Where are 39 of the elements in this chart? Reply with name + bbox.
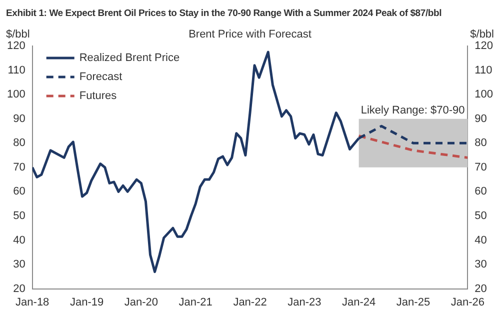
y2-tick-label: 80 <box>474 137 487 150</box>
y-tick-label: 80 <box>13 137 26 150</box>
band-label: Likely Range: $70-90 <box>360 104 465 116</box>
legend-label: Forecast <box>79 71 122 84</box>
x-tick-label: Jan-18 <box>16 296 50 308</box>
x-tick-label: Jan-24 <box>342 296 376 308</box>
x-tick-label: Jan-20 <box>124 296 158 308</box>
y2-axis-title: $/bbl <box>470 28 494 41</box>
y-tick-label: 100 <box>6 88 26 101</box>
x-tick-label: Jan-25 <box>396 296 430 308</box>
x-tick-label: Jan-19 <box>70 296 104 308</box>
y-tick-label: 40 <box>13 234 26 246</box>
x-tick-label: Jan-21 <box>178 296 212 308</box>
y-tick-label: 70 <box>13 161 26 174</box>
y-axis-title: $/bbl <box>6 28 30 41</box>
y2-tick-label: 90 <box>474 112 487 125</box>
y-tick-label: 110 <box>8 64 26 76</box>
y-tick-label: 50 <box>13 210 26 222</box>
y2-tick-label: 30 <box>474 258 487 271</box>
y2-tick-label: 20 <box>474 282 487 295</box>
y2-tick-label: 70 <box>474 161 487 174</box>
y-tick-label: 20 <box>13 282 26 295</box>
y-tick-label: 90 <box>13 112 26 125</box>
y2-tick-label: 50 <box>474 210 487 222</box>
y2-tick-label: 60 <box>474 186 487 198</box>
chart-subtitle: Brent Price with Forecast <box>188 28 312 41</box>
legend-label: Futures <box>79 90 118 102</box>
chart-title: Exhibit 1: We Expect Brent Oil Prices to Stay in the 70-90 Range With a Summer 2024 Peak of $87/bbl <box>5 7 443 21</box>
x-tick-label: Jan-23 <box>288 296 322 308</box>
x-tick-label: Jan-22 <box>233 296 267 308</box>
y2-tick-label: 100 <box>474 88 494 101</box>
y2-tick-label: 40 <box>474 234 487 246</box>
y-tick-label: 30 <box>13 258 26 271</box>
y-tick-label: 120 <box>6 40 26 52</box>
y-tick-label: 60 <box>13 186 26 198</box>
y2-tick-label: 110 <box>474 64 492 76</box>
legend-label: Realized Brent Price <box>79 52 180 64</box>
x-tick-label: Jan-26 <box>450 296 484 308</box>
y2-tick-label: 120 <box>474 40 494 52</box>
